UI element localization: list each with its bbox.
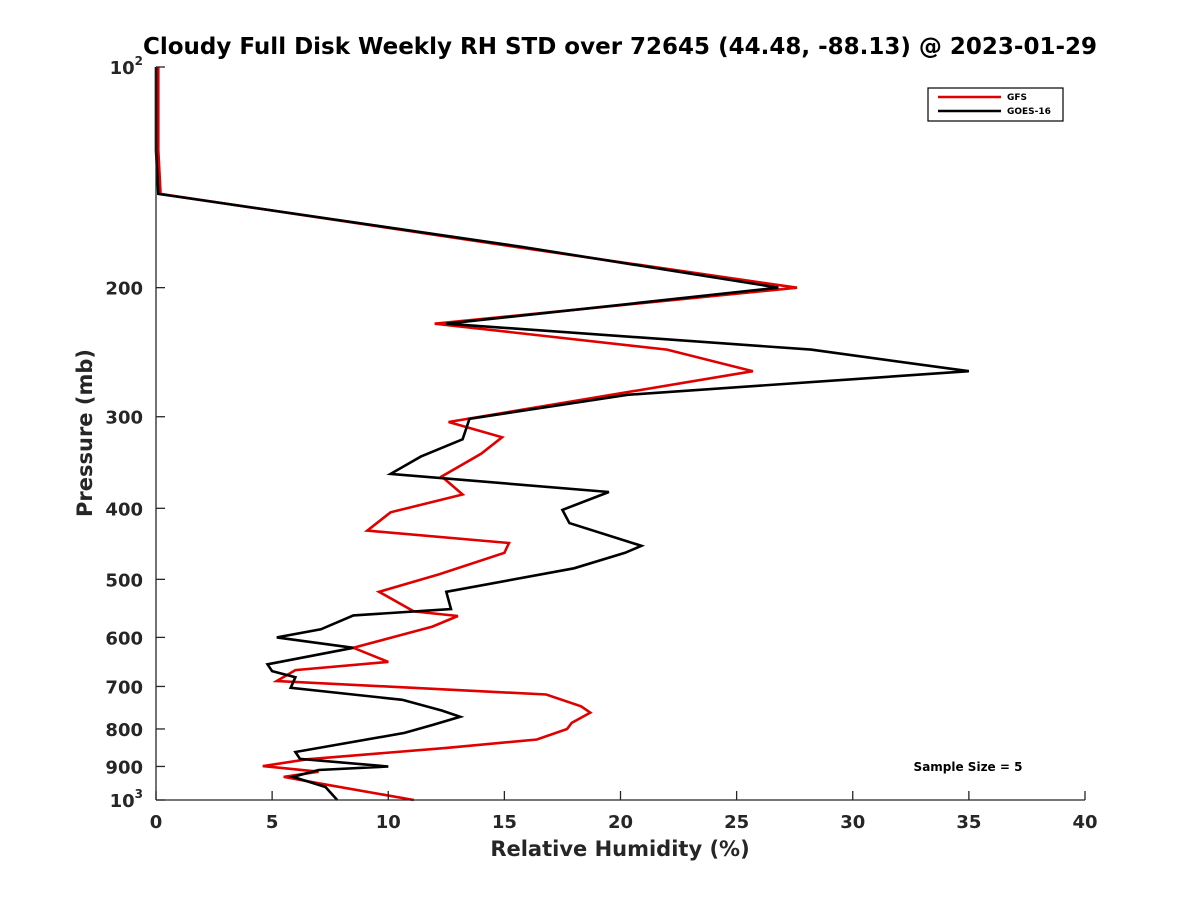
legend-label: GFS [1007,93,1027,103]
y-tick-label: 200 [105,279,143,300]
x-axis-label: Relative Humidity (%) [490,837,749,861]
x-tick-label: 0 [150,812,163,833]
y-tick-label: 400 [105,499,143,520]
y-tick-label: 600 [105,628,143,649]
y-tick-label: 900 [105,757,143,778]
y-tick-label: 103 [110,787,143,812]
series-line-goes-16 [156,67,969,800]
sample-size-annotation: Sample Size = 5 [914,760,1023,774]
y-tick-label: 700 [105,677,143,698]
y-tick-label: 500 [105,570,143,591]
plot-area: 0 5 10 15 20 25 30 35 40 102 200 300 400 500 600 700 800… [105,54,1097,833]
y-tick-label: 102 [110,54,143,79]
y-tick-label: 800 [105,720,143,741]
x-tick-label: 20 [608,812,633,833]
chart: Cloudy Full Disk Weekly RH STD over 7264… [0,0,1200,900]
y-axis-label: Pressure (mb) [73,349,97,517]
legend-label: GOES-16 [1007,107,1051,117]
y-tick-label: 300 [105,408,143,429]
x-tick-label: 30 [840,812,865,833]
chart-title: Cloudy Full Disk Weekly RH STD over 7264… [143,34,1097,60]
x-tick-label: 15 [492,812,517,833]
x-tick-label: 25 [724,812,749,833]
x-tick-label: 35 [956,812,981,833]
legend: GFS GOES-16 [928,88,1063,121]
x-tick-label: 5 [266,812,279,833]
x-tick-label: 10 [376,812,401,833]
series-line-gfs [158,67,797,800]
x-tick-label: 40 [1072,812,1097,833]
